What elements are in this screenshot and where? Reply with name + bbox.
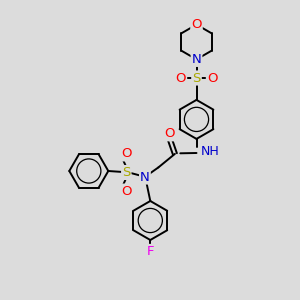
Text: S: S xyxy=(122,166,130,179)
Text: O: O xyxy=(191,18,202,31)
Text: S: S xyxy=(192,71,201,85)
Text: F: F xyxy=(146,245,154,258)
Text: O: O xyxy=(121,147,132,161)
Text: O: O xyxy=(207,71,217,85)
Text: N: N xyxy=(192,53,201,66)
Text: O: O xyxy=(176,71,186,85)
Text: N: N xyxy=(140,170,150,184)
Text: O: O xyxy=(121,184,132,198)
Text: NH: NH xyxy=(201,145,220,158)
Text: O: O xyxy=(164,127,175,140)
